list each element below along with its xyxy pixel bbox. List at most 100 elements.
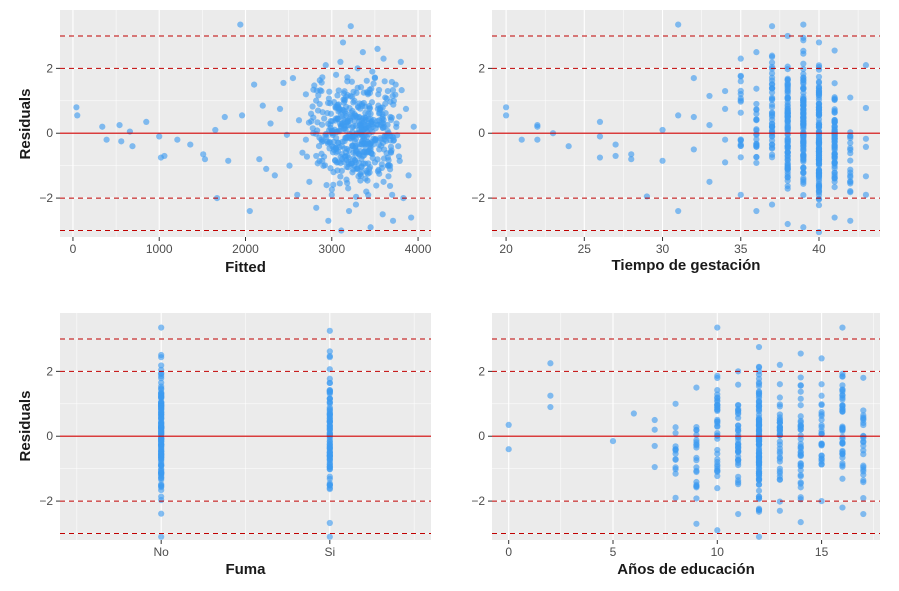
data-point xyxy=(753,136,760,143)
data-point xyxy=(800,124,807,131)
data-point xyxy=(797,440,804,447)
data-point xyxy=(330,181,337,188)
data-point xyxy=(158,421,165,428)
data-point xyxy=(368,120,375,127)
data-point xyxy=(326,430,333,437)
data-point xyxy=(334,128,341,135)
data-point xyxy=(784,95,791,102)
data-point xyxy=(158,385,165,392)
data-point xyxy=(815,104,823,112)
data-point xyxy=(388,78,395,86)
data-point xyxy=(847,133,854,140)
data-point xyxy=(612,141,619,148)
data-point xyxy=(534,136,541,143)
data-point xyxy=(367,224,374,231)
data-point xyxy=(768,141,776,148)
data-point xyxy=(768,23,776,30)
data-point xyxy=(714,472,721,480)
data-point xyxy=(815,191,823,199)
data-point xyxy=(797,382,804,389)
data-point xyxy=(323,182,330,189)
data-point xyxy=(755,397,763,404)
data-point xyxy=(389,87,397,94)
data-point xyxy=(755,459,763,466)
data-point xyxy=(797,388,804,395)
y-tick-label: −2 xyxy=(471,191,485,205)
data-point xyxy=(755,427,763,434)
data-point xyxy=(800,224,807,231)
data-point xyxy=(351,97,358,104)
data-point xyxy=(363,77,370,84)
data-point xyxy=(847,166,854,173)
data-point xyxy=(378,164,386,172)
data-point xyxy=(326,327,333,334)
data-point xyxy=(332,103,339,111)
data-point xyxy=(330,99,338,106)
x-tick-label: 25 xyxy=(578,242,592,256)
data-point xyxy=(326,88,333,95)
data-point xyxy=(815,136,823,144)
data-point xyxy=(74,112,81,119)
data-point xyxy=(714,527,721,534)
data-point xyxy=(690,113,697,121)
data-point xyxy=(352,201,360,208)
data-point xyxy=(831,150,838,157)
data-point xyxy=(158,324,165,331)
data-point xyxy=(755,487,763,494)
data-point xyxy=(158,401,165,408)
data-point xyxy=(366,146,373,153)
data-point xyxy=(386,182,394,190)
data-point xyxy=(365,110,372,117)
y-tick-label: 2 xyxy=(478,364,485,378)
data-point xyxy=(327,165,334,172)
data-point xyxy=(351,145,359,152)
data-point xyxy=(847,217,854,224)
data-point xyxy=(755,481,763,488)
scatter-points xyxy=(505,324,867,540)
data-point xyxy=(776,361,783,368)
data-point xyxy=(116,122,123,129)
data-point xyxy=(800,132,807,139)
data-point xyxy=(737,78,744,85)
data-point xyxy=(784,66,791,73)
data-point xyxy=(800,180,807,187)
data-point xyxy=(818,452,825,459)
data-point xyxy=(371,74,378,81)
data-point xyxy=(737,142,744,150)
data-point xyxy=(651,426,658,433)
data-point xyxy=(651,442,658,450)
x-tick-label: 40 xyxy=(812,242,826,256)
data-point xyxy=(839,373,846,380)
data-point xyxy=(755,343,763,351)
data-point xyxy=(99,123,106,130)
data-point xyxy=(380,178,387,185)
data-point xyxy=(314,160,321,167)
data-point xyxy=(158,510,165,517)
data-point xyxy=(370,80,377,87)
data-point xyxy=(386,162,394,169)
data-point xyxy=(860,416,867,424)
data-point xyxy=(143,118,150,125)
data-point xyxy=(334,167,341,174)
data-point xyxy=(322,62,329,69)
panel-background xyxy=(492,10,880,237)
data-point xyxy=(355,150,363,157)
data-point xyxy=(369,68,376,75)
reference-lines xyxy=(492,338,880,535)
data-point xyxy=(306,178,313,185)
data-point xyxy=(800,151,807,158)
data-point xyxy=(547,360,554,367)
data-point xyxy=(628,151,635,158)
data-point xyxy=(336,180,343,187)
y-tick-label: 0 xyxy=(478,429,485,443)
data-point xyxy=(737,109,744,116)
data-point xyxy=(315,143,323,150)
x-tick-label: Si xyxy=(324,545,335,559)
data-point xyxy=(797,422,804,429)
data-point xyxy=(596,154,604,161)
panel-4: 0 5 10 15 −2 0 2 Años de educación xyxy=(471,313,880,578)
data-point xyxy=(784,85,791,92)
data-point xyxy=(755,371,763,378)
data-point xyxy=(815,73,823,80)
